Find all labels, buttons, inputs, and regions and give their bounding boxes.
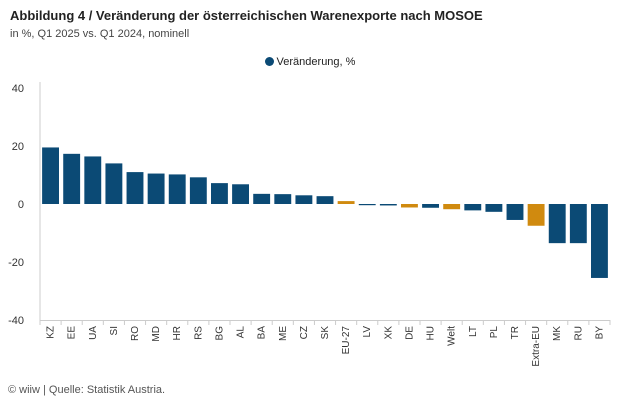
- bar-sk: [316, 196, 334, 204]
- x-tick-label: AL: [236, 326, 247, 339]
- x-tick-label: Welt: [447, 326, 458, 346]
- bar-si: [105, 163, 123, 204]
- x-tick-label: EU-27: [341, 326, 352, 355]
- bar-de: [401, 204, 418, 208]
- y-tick-label: 40: [12, 83, 24, 95]
- x-tick-label: MD: [151, 326, 162, 342]
- chart-title: Abbildung 4 / Veränderung der österreich…: [10, 8, 483, 23]
- bar-bg: [211, 183, 228, 204]
- bar-ua: [84, 156, 102, 204]
- x-tick-label: SI: [109, 326, 120, 335]
- bar-lv: [358, 204, 376, 206]
- bar-me: [274, 194, 292, 204]
- x-tick-label: BY: [594, 326, 605, 340]
- bar-welt: [443, 204, 461, 210]
- x-tick-label: MK: [552, 326, 563, 341]
- y-tick-label: 0: [18, 199, 24, 211]
- x-tick-label: TR: [510, 326, 521, 339]
- x-tick-label: RU: [573, 326, 584, 340]
- bar-by: [591, 204, 608, 278]
- bar-extra-eu: [527, 204, 545, 226]
- bar-tr: [506, 204, 524, 220]
- x-tick-label: EE: [67, 326, 78, 340]
- bar-hr: [168, 174, 186, 204]
- y-tick-label: 20: [12, 141, 24, 153]
- bar-mk: [548, 204, 566, 244]
- x-tick-label: KZ: [46, 326, 57, 339]
- bar-xk: [379, 204, 397, 206]
- legend-label: Veränderung, %: [276, 56, 356, 68]
- source-note: © wiiw | Quelle: Statistik Austria.: [8, 384, 166, 396]
- x-tick-label: HU: [426, 326, 437, 340]
- x-tick-label: LT: [468, 326, 479, 337]
- bar-lt: [464, 204, 482, 211]
- bar-ro: [126, 172, 144, 204]
- bar-hu: [422, 204, 439, 208]
- bar-ee: [63, 153, 81, 204]
- x-tick-label: Extra-EU: [531, 326, 542, 367]
- x-tick-label: ME: [278, 326, 289, 341]
- chart-subtitle: in %, Q1 2025 vs. Q1 2024, nominell: [10, 28, 190, 40]
- x-tick-label: BA: [257, 326, 268, 340]
- bar-cz: [295, 195, 313, 204]
- x-tick-label: RO: [130, 326, 141, 341]
- x-tick-label: HR: [172, 326, 183, 340]
- chart-legend: Veränderung, %: [0, 56, 620, 68]
- bar-al: [232, 184, 249, 204]
- bar-kz: [42, 147, 59, 204]
- x-tick-label: CZ: [299, 326, 310, 339]
- x-tick-label: DE: [404, 326, 415, 340]
- x-tick-label: SK: [320, 326, 331, 340]
- x-tick-label: XK: [383, 326, 394, 340]
- x-tick-label: UA: [88, 326, 99, 340]
- bar-ru: [569, 204, 587, 244]
- y-tick-label: -20: [8, 257, 24, 269]
- x-tick-label: LV: [362, 326, 373, 338]
- bar-pl: [485, 204, 503, 212]
- bar-md: [147, 173, 165, 204]
- x-tick-label: PL: [489, 326, 500, 339]
- bar-ba: [253, 193, 271, 204]
- bar-eu-27: [337, 201, 355, 204]
- x-tick-label: RS: [193, 326, 204, 340]
- x-tick-label: BG: [214, 326, 225, 341]
- bar-rs: [189, 177, 207, 204]
- legend-marker: [264, 57, 274, 66]
- y-tick-label: -40: [8, 315, 24, 327]
